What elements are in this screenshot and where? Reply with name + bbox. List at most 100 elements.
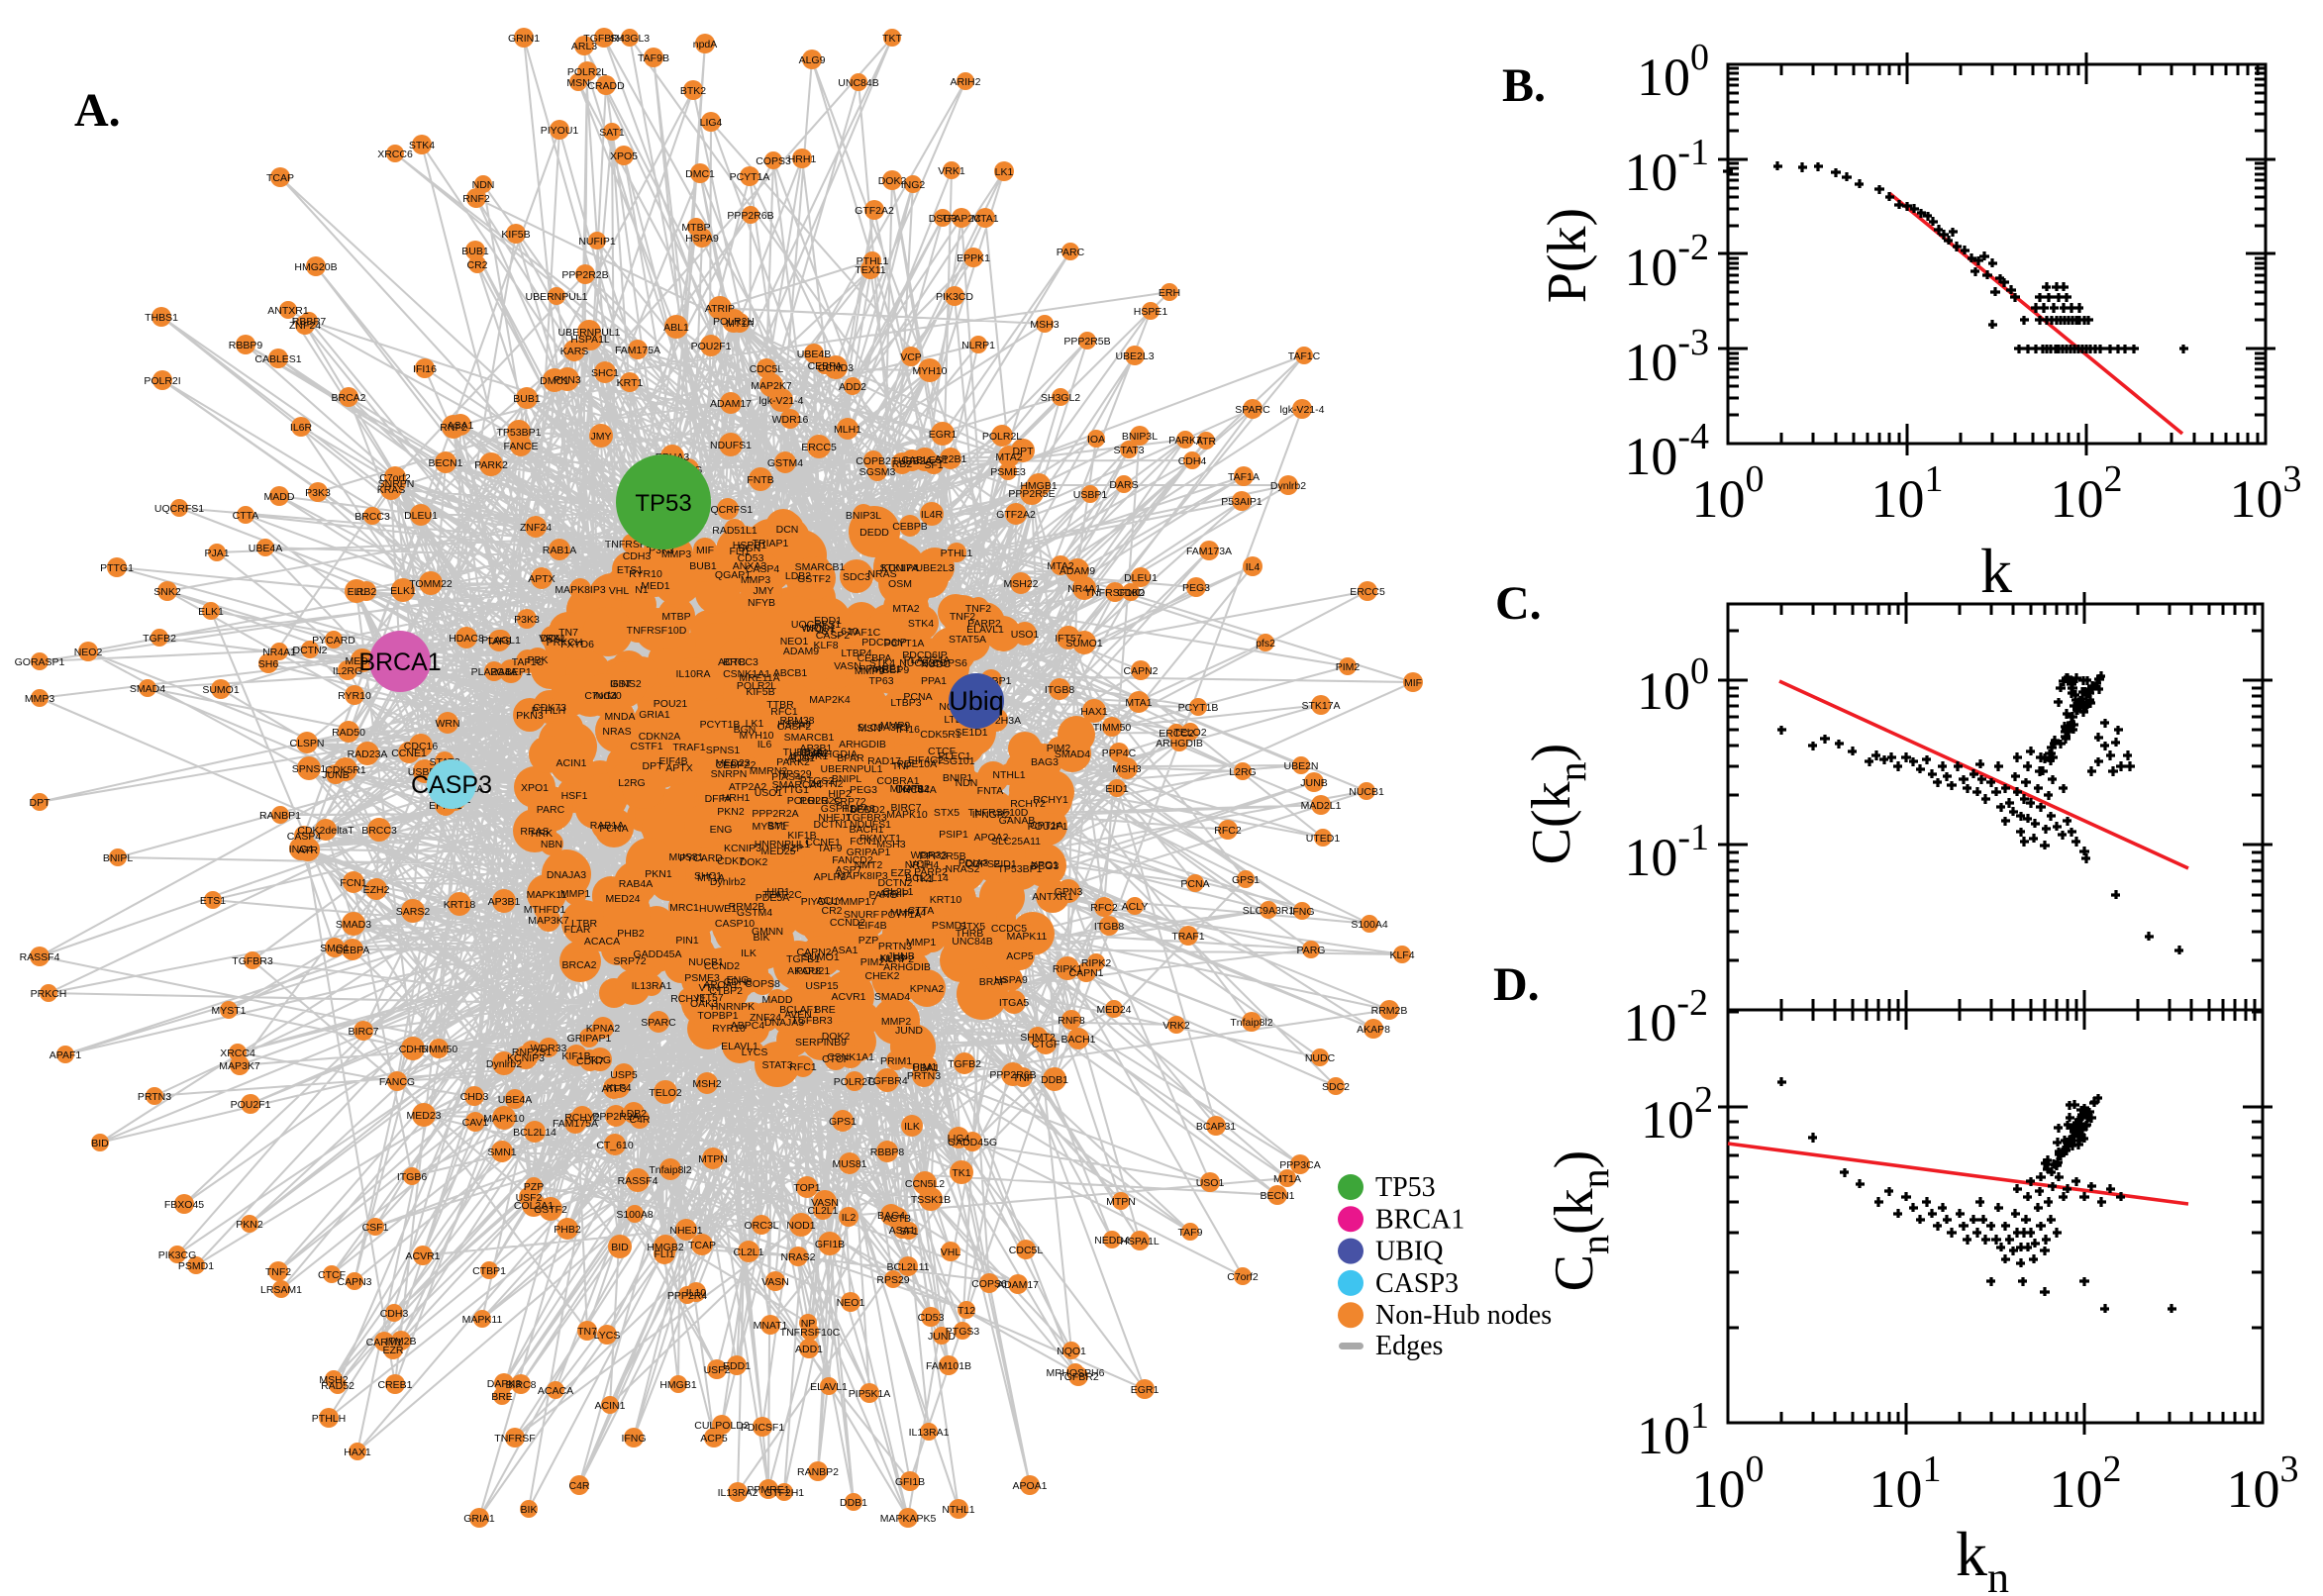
svg-text:A.: A. bbox=[74, 84, 121, 137]
svg-text:MMP3: MMP3 bbox=[25, 693, 54, 705]
svg-text:PYCARD: PYCARD bbox=[679, 852, 723, 864]
svg-text:RCHY1: RCHY1 bbox=[1033, 794, 1068, 806]
svg-text:MAPK11: MAPK11 bbox=[527, 889, 567, 901]
svg-text:MYST1: MYST1 bbox=[752, 821, 786, 833]
svg-text:PIP5K1A: PIP5K1A bbox=[849, 1388, 891, 1400]
svg-text:MTA1: MTA1 bbox=[1125, 697, 1152, 709]
svg-text:BGN: BGN bbox=[739, 543, 761, 554]
svg-text:IFI16: IFI16 bbox=[896, 724, 920, 736]
svg-text:TGFBR4: TGFBR4 bbox=[866, 1075, 908, 1087]
svg-text:PSMD1: PSMD1 bbox=[178, 1260, 214, 1272]
svg-text:EIF4B: EIF4B bbox=[858, 920, 886, 932]
svg-text:SMN1: SMN1 bbox=[487, 1147, 516, 1158]
svg-text:CASP3: CASP3 bbox=[411, 771, 492, 799]
svg-text:C7orf20: C7orf20 bbox=[584, 690, 622, 702]
svg-text:ELAVL1: ELAVL1 bbox=[810, 1381, 848, 1393]
svg-text:PSIP1: PSIP1 bbox=[939, 829, 968, 841]
svg-text:PPP2R5B: PPP2R5B bbox=[1063, 336, 1110, 348]
svg-text:GRIPAP1: GRIPAP1 bbox=[567, 1033, 612, 1045]
svg-text:FAM173A: FAM173A bbox=[1186, 546, 1232, 557]
svg-text:GRIA1: GRIA1 bbox=[639, 709, 670, 721]
svg-text:ACTB: ACTB bbox=[883, 1213, 911, 1225]
svg-text:ACACA: ACACA bbox=[584, 936, 620, 948]
svg-text:DSG3: DSG3 bbox=[1031, 860, 1060, 872]
svg-text:NDN: NDN bbox=[956, 777, 978, 789]
svg-text:CCNE1: CCNE1 bbox=[805, 837, 841, 848]
svg-text:SMARCB1: SMARCB1 bbox=[795, 561, 846, 573]
svg-text:STX5: STX5 bbox=[960, 921, 985, 933]
svg-text:TELO2: TELO2 bbox=[1173, 727, 1206, 739]
svg-text:TNFRSF10D: TNFRSF10D bbox=[968, 807, 1029, 819]
svg-text:TN7: TN7 bbox=[577, 1326, 597, 1338]
svg-text:PARP2: PARP2 bbox=[914, 866, 948, 878]
svg-text:ARHGDIA: ARHGDIA bbox=[810, 748, 858, 760]
svg-text:TCAP: TCAP bbox=[688, 1240, 716, 1251]
svg-text:PRTN3: PRTN3 bbox=[878, 941, 912, 952]
svg-text:Tnfaip8l2: Tnfaip8l2 bbox=[1230, 1017, 1272, 1029]
svg-text:APLP2: APLP2 bbox=[814, 871, 847, 883]
svg-text:10-3: 10-3 bbox=[1624, 322, 1709, 392]
svg-text:kn: kn bbox=[1956, 1519, 2009, 1596]
svg-text:VRK1: VRK1 bbox=[938, 165, 965, 177]
svg-text:PSME3: PSME3 bbox=[990, 466, 1026, 478]
svg-text:MAPK10: MAPK10 bbox=[886, 809, 928, 821]
svg-text:IL4: IL4 bbox=[1246, 561, 1261, 573]
svg-text:PPP2R2A: PPP2R2A bbox=[752, 808, 798, 820]
svg-text:MTA2: MTA2 bbox=[995, 451, 1022, 463]
svg-text:TGFBR3: TGFBR3 bbox=[846, 812, 887, 824]
svg-text:RNF2: RNF2 bbox=[462, 193, 490, 205]
svg-text:ATR: ATR bbox=[1196, 436, 1217, 448]
svg-text:PPMRE1: PPMRE1 bbox=[858, 663, 901, 675]
svg-text:NRAS: NRAS bbox=[867, 568, 896, 580]
svg-text:MAPK11: MAPK11 bbox=[462, 1314, 503, 1326]
svg-text:NQO1: NQO1 bbox=[806, 623, 836, 635]
svg-text:ARIH2: ARIH2 bbox=[951, 76, 981, 88]
svg-text:MTA1: MTA1 bbox=[971, 213, 998, 225]
svg-text:KLF4: KLF4 bbox=[1389, 949, 1414, 961]
svg-text:CAPN2: CAPN2 bbox=[1123, 665, 1158, 677]
svg-text:STAT3: STAT3 bbox=[761, 1059, 792, 1071]
svg-text:BFAR: BFAR bbox=[837, 752, 864, 764]
svg-text:RFC1: RFC1 bbox=[770, 706, 798, 718]
svg-text:CCDC5: CCDC5 bbox=[991, 923, 1027, 935]
svg-text:CEBPB: CEBPB bbox=[892, 521, 928, 533]
svg-text:NUFIP1: NUFIP1 bbox=[578, 236, 616, 248]
svg-text:RNF8: RNF8 bbox=[1058, 1015, 1085, 1027]
svg-text:MAPK10: MAPK10 bbox=[483, 1113, 525, 1125]
svg-text:PLEC1: PLEC1 bbox=[938, 750, 970, 762]
svg-text:RRM2B: RRM2B bbox=[1371, 1005, 1408, 1017]
svg-text:GMNN: GMNN bbox=[752, 926, 783, 938]
svg-text:RB2: RB2 bbox=[892, 458, 913, 470]
svg-text:ACACA: ACACA bbox=[538, 1385, 573, 1397]
svg-text:CABLES1: CABLES1 bbox=[901, 454, 948, 466]
svg-text:PIK3CG: PIK3CG bbox=[158, 1249, 197, 1261]
svg-text:NR4A1: NR4A1 bbox=[1067, 583, 1101, 595]
svg-text:ELL: ELL bbox=[348, 586, 366, 598]
svg-text:STK17A: STK17A bbox=[879, 562, 918, 574]
svg-text:TP53BP1: TP53BP1 bbox=[497, 427, 542, 439]
svg-text:BRCA2: BRCA2 bbox=[561, 959, 596, 971]
svg-text:ARHGDIB: ARHGDIB bbox=[839, 739, 886, 750]
svg-text:EZR: EZR bbox=[383, 1345, 404, 1356]
svg-text:EIF4G2: EIF4G2 bbox=[908, 754, 944, 766]
svg-text:AKAP8: AKAP8 bbox=[1357, 1024, 1390, 1036]
svg-text:DPT: DPT bbox=[30, 797, 51, 809]
svg-text:DPT: DPT bbox=[1013, 446, 1035, 457]
svg-text:MED23: MED23 bbox=[715, 757, 750, 769]
svg-text:BRE: BRE bbox=[814, 1004, 836, 1016]
svg-text:MYH10: MYH10 bbox=[912, 365, 947, 377]
svg-text:PCYT1A: PCYT1A bbox=[884, 638, 925, 649]
svg-text:APTX: APTX bbox=[665, 762, 692, 774]
svg-text:CDK2deltaT: CDK2deltaT bbox=[297, 825, 354, 837]
svg-text:CSF1: CSF1 bbox=[362, 1222, 389, 1234]
svg-text:TNFRSF10C: TNFRSF10C bbox=[780, 1327, 841, 1339]
svg-text:ASP7: ASP7 bbox=[836, 864, 862, 876]
svg-text:Dynlrb2: Dynlrb2 bbox=[1270, 480, 1306, 492]
svg-text:100: 100 bbox=[1692, 458, 1765, 529]
svg-text:BCLAF1: BCLAF1 bbox=[779, 1004, 819, 1016]
svg-text:CR2: CR2 bbox=[466, 259, 487, 271]
svg-text:UBA1: UBA1 bbox=[912, 1062, 940, 1074]
svg-text:UBE2L3: UBE2L3 bbox=[1115, 350, 1154, 362]
svg-text:PBK: PBK bbox=[527, 654, 548, 666]
svg-text:ACP5: ACP5 bbox=[700, 1433, 728, 1445]
